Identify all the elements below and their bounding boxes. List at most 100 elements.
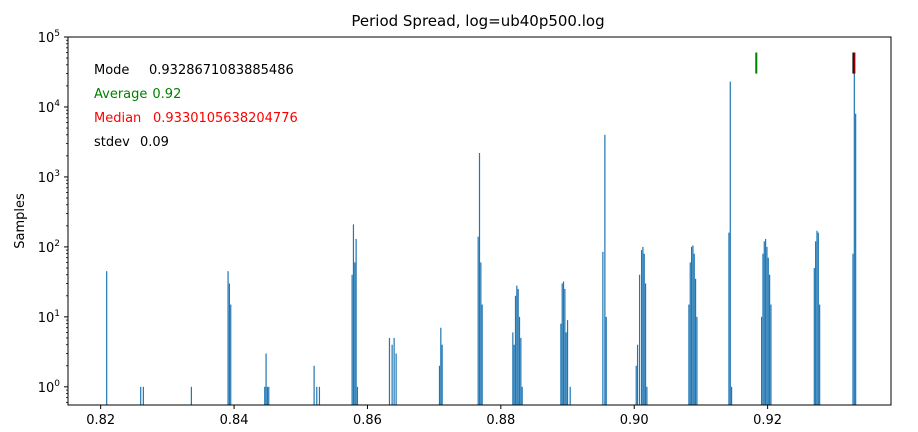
plot-frame [67, 36, 892, 406]
y-tick-label: 105 [38, 29, 60, 46]
histogram-bar [227, 271, 229, 405]
stdev-value: 0.09 [140, 135, 169, 150]
histogram-bar [561, 283, 563, 405]
histogram-bar [393, 337, 395, 405]
average-value: 0.92 [152, 87, 181, 102]
chart-title: Period Spread, log=ub40p500.log [351, 12, 604, 30]
histogram-bar [643, 253, 645, 405]
histogram-bar [106, 271, 108, 405]
histogram-bar [355, 238, 357, 405]
x-tick-label: 0.82 [86, 413, 115, 428]
mode-value: 0.9328671083885486 [149, 63, 294, 78]
histogram-bar [478, 152, 481, 405]
median-label: Median 0.9330105638204776 [94, 111, 298, 126]
histogram-bar [692, 245, 694, 405]
histogram-bar [605, 316, 607, 405]
histogram-bar [731, 386, 733, 405]
histogram-bar [140, 386, 142, 405]
median-label-text: Median [94, 111, 141, 126]
average-label-text: Average [94, 87, 147, 102]
histogram-bar [228, 283, 230, 405]
histogram-bar [560, 323, 562, 405]
histogram-bar [644, 283, 647, 405]
histogram-bar [693, 253, 695, 405]
histogram-bar [564, 289, 566, 405]
histogram-bars [106, 68, 857, 406]
histogram-bar [636, 344, 639, 405]
histogram-bar [265, 353, 267, 405]
histogram-bar [604, 134, 606, 405]
x-tick-label: 0.90 [620, 413, 649, 428]
histogram-bar [638, 274, 641, 405]
y-tick-label: 101 [38, 309, 60, 326]
stats-annotations: Mode 0.9328671083885486 Average 0.92 Media… [94, 63, 298, 150]
stat-markers [755, 52, 856, 74]
x-axis: 0.82 0.84 0.86 0.88 0.90 0.92 [86, 405, 782, 428]
histogram-bar [569, 386, 571, 405]
histogram-bar [770, 304, 772, 405]
histogram-bar [855, 113, 857, 405]
mode-label-text: Mode [94, 63, 129, 78]
histogram-bar [352, 224, 355, 405]
histogram-bar [813, 267, 815, 405]
histogram-bar [690, 246, 693, 405]
histogram-bar [268, 386, 270, 405]
histogram-bar [815, 241, 817, 405]
histogram-bar [438, 365, 441, 405]
histogram-bar [513, 344, 515, 405]
histogram-bar [816, 230, 818, 405]
histogram-bar [728, 232, 730, 405]
histogram-bar [481, 304, 483, 405]
histogram-bar [729, 81, 731, 405]
y-axis-label: Samples [13, 193, 28, 249]
histogram-bar [767, 257, 769, 405]
y-tick-label: 104 [38, 99, 61, 116]
x-tick-label: 0.88 [486, 413, 515, 428]
mode-label: Mode 0.9328671083885486 [94, 63, 294, 78]
histogram-bar [565, 332, 567, 405]
histogram-bar [602, 251, 604, 405]
histogram-bar [391, 344, 393, 405]
histogram-bar [853, 68, 855, 406]
histogram-bar [264, 386, 266, 405]
histogram-bar [566, 320, 569, 405]
histogram-bar [769, 274, 771, 405]
histogram-bar [763, 241, 765, 405]
histogram-bar [762, 253, 764, 405]
y-axis: 100 101 102 103 104 105 [38, 29, 68, 403]
median-value: 0.9330105638204776 [153, 111, 298, 126]
histogram-bar [635, 365, 637, 405]
histogram-bar [765, 238, 767, 405]
y-tick-label: 100 [38, 379, 61, 396]
histogram-bar [514, 295, 517, 405]
stdev-label: stdev 0.09 [94, 135, 169, 150]
histogram-bar [646, 386, 648, 405]
histogram-bar [351, 274, 353, 405]
histogram-bar [313, 365, 315, 405]
histogram-bar [318, 386, 321, 405]
histogram-bar [440, 327, 442, 405]
histogram-bar [642, 246, 644, 405]
histogram-bar [694, 278, 697, 405]
histogram-bar [316, 386, 318, 405]
histogram-bar [819, 304, 821, 405]
histogram-bar [520, 337, 522, 405]
histogram-bar [761, 316, 763, 405]
histogram-bar [388, 337, 391, 405]
histogram-bar [190, 386, 192, 405]
histogram-bar [517, 289, 519, 405]
histogram-bar [640, 250, 643, 405]
histogram-bar [817, 232, 819, 405]
histogram-bar [230, 304, 232, 405]
histogram-bar [562, 281, 565, 405]
histogram-bar [852, 253, 854, 405]
histogram-bar [477, 236, 479, 405]
histogram-bar [521, 386, 523, 405]
x-tick-label: 0.86 [353, 413, 382, 428]
histogram-bar [516, 285, 518, 405]
histogram-bar [696, 316, 698, 405]
histogram-bar [689, 262, 691, 405]
histogram-bar [480, 262, 482, 405]
